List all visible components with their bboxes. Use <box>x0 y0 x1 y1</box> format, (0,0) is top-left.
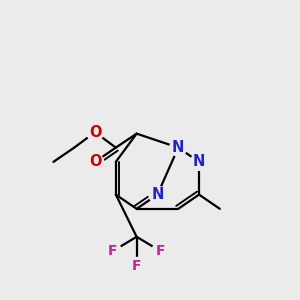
Text: N: N <box>172 140 184 155</box>
Text: N: N <box>151 187 164 202</box>
Circle shape <box>86 153 103 170</box>
Text: F: F <box>132 259 141 273</box>
Circle shape <box>104 243 121 260</box>
Text: F: F <box>156 244 165 258</box>
Text: N: N <box>193 154 205 169</box>
Circle shape <box>190 153 208 170</box>
Circle shape <box>128 257 145 274</box>
Text: O: O <box>89 125 101 140</box>
Circle shape <box>152 243 169 260</box>
Text: O: O <box>89 154 101 169</box>
Text: F: F <box>108 244 118 258</box>
Circle shape <box>170 139 187 156</box>
Circle shape <box>149 186 166 203</box>
Circle shape <box>86 124 103 141</box>
